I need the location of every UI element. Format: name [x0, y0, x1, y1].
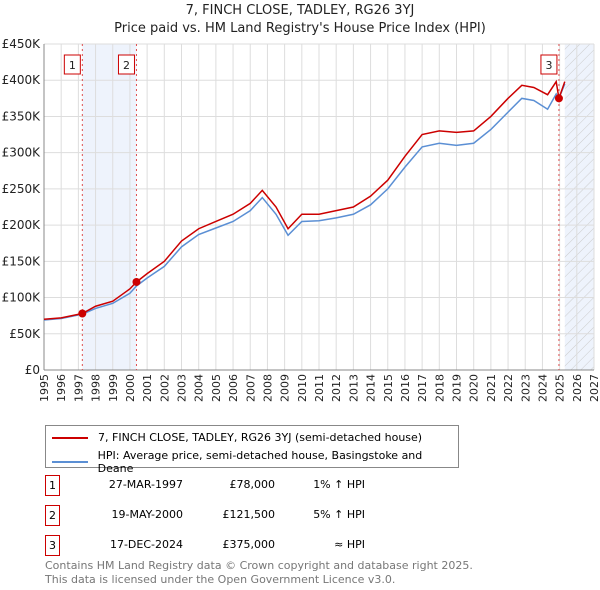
footer-copyright: Contains HM Land Registry data © Crown c… [45, 559, 473, 572]
y-tick-label: £400K [2, 73, 42, 87]
x-tick-label: 2015 [382, 374, 395, 402]
sale-point [132, 277, 141, 286]
sale-marker-label: 3 [45, 535, 60, 556]
x-tick-label: 2024 [536, 374, 549, 402]
y-tick-label: £350K [2, 109, 42, 123]
y-tick-label: £450K [2, 37, 42, 51]
x-tick-label: 2016 [399, 374, 412, 402]
series-line-hpi [43, 83, 566, 321]
sale-hpi: 1% ↑ HPI [313, 478, 365, 491]
chart-subtitle: Price paid vs. HM Land Registry's House … [114, 21, 486, 36]
sale-price: £78,000 [229, 478, 276, 491]
chart-title: 7, FINCH CLOSE, TADLEY, RG26 3YJ [185, 3, 415, 18]
x-tick-label: 1998 [90, 374, 103, 402]
x-tick-label: 2022 [502, 374, 515, 402]
x-tick-label: 2019 [451, 374, 464, 402]
x-tick-label: 2012 [330, 374, 343, 402]
x-tick-label: 2020 [468, 374, 481, 402]
sale-marker-label: 2 [45, 505, 60, 526]
x-tick-label: 1999 [107, 374, 120, 402]
sale-point [554, 94, 563, 103]
sale-point [78, 309, 87, 318]
y-tick-label: £250K [2, 182, 42, 196]
x-tick-label: 2023 [519, 374, 532, 402]
x-tick-label: 2004 [193, 374, 206, 402]
x-tick-label: 2005 [210, 374, 223, 402]
sale-date: 27-MAR-1997 [108, 478, 183, 491]
sale-marker-box [540, 54, 558, 75]
y-tick-label: £0 [25, 363, 40, 377]
y-tick-label: £200K [2, 218, 42, 232]
x-tick-label: 2000 [124, 374, 137, 402]
sale-row: 2 19-MAY-2000 £121,500 5% ↑ HPI [45, 505, 465, 526]
chart-plot: 1995 1996 1997 1998 1999 2000 2001 2002 2003 2004… [2, 37, 600, 402]
sale-date: 17-DEC-2024 [109, 538, 183, 551]
x-tick-label: 2027 [588, 374, 600, 402]
footer-licence: This data is licensed under the Open Gov… [45, 573, 396, 586]
sale-date: 19-MAY-2000 [111, 508, 183, 521]
y-tick-label: £150K [2, 254, 42, 268]
x-tick-label: 2001 [141, 374, 154, 402]
sale-marker-number: 3 [545, 59, 552, 72]
x-tick-label: 2025 [554, 374, 567, 402]
x-tick-label: 2014 [365, 374, 378, 402]
sale-marker-number: 2 [123, 59, 130, 72]
x-tick-label: 2002 [158, 374, 171, 402]
sale-hpi: 5% ↑ HPI [313, 508, 365, 521]
x-tick-label: 1995 [38, 374, 51, 402]
forecast-hatch [564, 44, 594, 370]
x-tick-label: 2021 [485, 374, 498, 402]
sale-row: 1 27-MAR-1997 £78,000 1% ↑ HPI [45, 475, 465, 496]
legend-label: HPI: Average price, semi-detached house,… [97, 449, 423, 475]
sale-price: £121,500 [222, 508, 276, 521]
x-tick-label: 2006 [227, 374, 240, 402]
x-tick-label: 2003 [176, 374, 189, 402]
sale-period-shade [82, 44, 137, 370]
x-tick-label: 2010 [296, 374, 309, 402]
sale-marker-box [63, 54, 81, 75]
sale-row: 3 17-DEC-2024 £375,000 ≈ HPI [45, 535, 465, 556]
x-tick-label: 1997 [72, 374, 85, 402]
legend: 7, FINCH CLOSE, TADLEY, RG26 3YJ (semi-d… [45, 425, 459, 475]
sale-marker-number: 1 [69, 59, 76, 72]
legend-swatch-red [52, 436, 88, 439]
x-tick-label: 2011 [313, 374, 326, 402]
y-tick-label: £100K [2, 291, 42, 305]
sale-price: £375,000 [222, 538, 276, 551]
legend-item-property: 7, FINCH CLOSE, TADLEY, RG26 3YJ (semi-d… [52, 431, 422, 444]
x-tick-label: 2008 [261, 374, 274, 402]
x-tick-label: 2009 [279, 374, 292, 402]
legend-label: 7, FINCH CLOSE, TADLEY, RG26 3YJ (semi-d… [98, 431, 423, 444]
x-tick-label: 2026 [571, 374, 584, 402]
x-tick-label: 2007 [244, 374, 257, 402]
sale-marker-label: 1 [45, 475, 60, 496]
y-tick-label: £50K [9, 327, 41, 341]
x-tick-label: 2017 [416, 374, 429, 402]
x-tick-label: 2013 [347, 374, 360, 402]
x-tick-label: 2018 [433, 374, 446, 402]
x-tick-label: 1996 [55, 374, 68, 402]
sale-hpi: ≈ HPI [334, 538, 365, 551]
legend-item-hpi: HPI: Average price, semi-detached house,… [52, 449, 458, 475]
sale-marker-box [117, 54, 135, 75]
y-tick-label: £300K [2, 146, 42, 160]
legend-swatch-blue [52, 461, 88, 463]
